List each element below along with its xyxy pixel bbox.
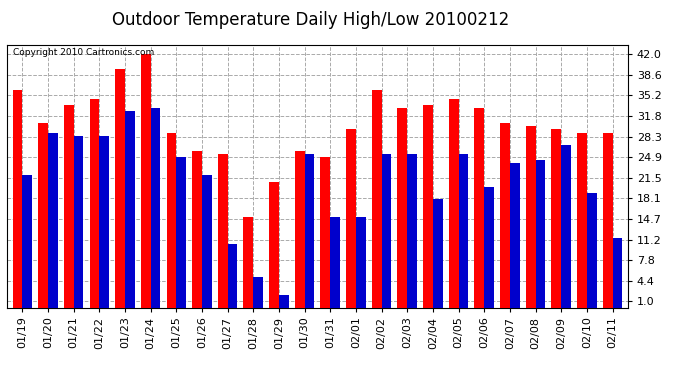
Bar	[176, 157, 186, 308]
Bar	[603, 132, 613, 308]
Bar	[382, 154, 391, 308]
Bar	[356, 217, 366, 308]
Bar	[166, 132, 176, 308]
Bar	[244, 217, 253, 308]
Bar	[526, 126, 535, 308]
Bar	[304, 154, 315, 308]
Bar	[150, 108, 160, 307]
Bar	[484, 187, 494, 308]
Bar	[141, 54, 150, 307]
Bar	[228, 244, 237, 308]
Bar	[586, 193, 597, 308]
Bar	[64, 105, 74, 308]
Bar	[115, 69, 125, 308]
Bar	[12, 90, 22, 308]
Bar	[295, 151, 304, 308]
Bar	[279, 296, 288, 307]
Bar	[433, 199, 442, 308]
Bar	[423, 105, 433, 308]
Text: Copyright 2010 Cartronics.com: Copyright 2010 Cartronics.com	[13, 48, 155, 57]
Bar	[407, 154, 417, 308]
Bar	[22, 175, 32, 308]
Bar	[561, 145, 571, 308]
Bar	[125, 111, 135, 308]
Bar	[500, 123, 510, 308]
Bar	[269, 182, 279, 308]
Bar	[475, 108, 484, 307]
Text: Outdoor Temperature Daily High/Low 20100212: Outdoor Temperature Daily High/Low 20100…	[112, 11, 509, 29]
Bar	[38, 123, 48, 308]
Bar	[74, 135, 83, 308]
Bar	[193, 151, 202, 308]
Bar	[551, 129, 561, 308]
Bar	[320, 157, 331, 308]
Bar	[577, 132, 586, 308]
Bar	[613, 238, 622, 308]
Bar	[218, 154, 228, 308]
Bar	[331, 217, 340, 308]
Bar	[397, 108, 407, 307]
Bar	[48, 132, 58, 308]
Bar	[372, 90, 382, 308]
Bar	[535, 160, 545, 308]
Bar	[346, 129, 356, 308]
Bar	[459, 154, 469, 308]
Bar	[253, 278, 263, 308]
Bar	[510, 163, 520, 308]
Bar	[448, 99, 459, 308]
Bar	[202, 175, 212, 308]
Bar	[90, 99, 99, 308]
Bar	[99, 135, 109, 308]
